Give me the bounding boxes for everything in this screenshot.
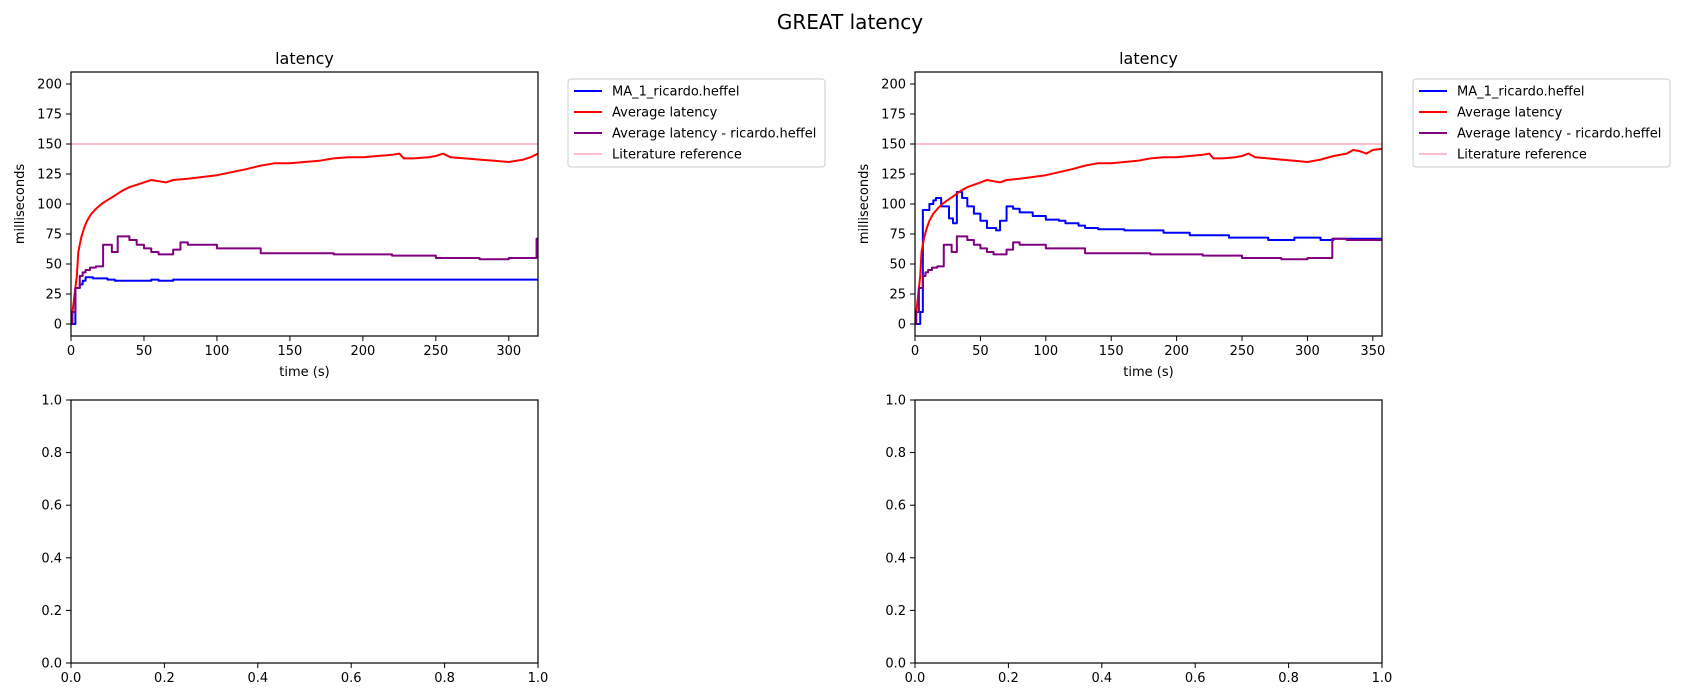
x-tick-label: 150: [1099, 344, 1124, 359]
x-tick-label: 300: [496, 344, 521, 359]
legend-entry-label: Literature reference: [1457, 148, 1587, 163]
y-tick-label: 1.0: [41, 394, 62, 409]
x-tick-label: 250: [1230, 344, 1255, 359]
y-tick-label: 50: [45, 258, 62, 273]
y-tick-label: 150: [37, 138, 62, 153]
y-axis-label: milliseconds: [13, 164, 28, 244]
legend-entry-label: Average latency: [612, 106, 718, 121]
subplot-grid: 0 50 100 150 200 250 3000255075100125150175200…: [13, 49, 1671, 687]
legend-entry-label: Average latency - ricardo.heffel: [612, 127, 816, 142]
series-line-3: [71, 235, 538, 325]
series-line-2: [71, 152, 538, 326]
plot-area: [915, 400, 1382, 663]
y-tick-label: 0.4: [885, 551, 906, 566]
series-group: [915, 143, 1382, 326]
plot-area: [71, 400, 538, 663]
x-tick-label: 100: [205, 344, 230, 359]
figure-title: GREAT latency: [777, 10, 923, 34]
axes-frame: [914, 399, 1383, 664]
series-line-1: [915, 191, 1382, 325]
x-tick-label: 1.0: [1372, 671, 1393, 686]
x-tick-label: 0.8: [1278, 671, 1299, 686]
x-tick-label: 100: [1033, 344, 1058, 359]
axes-frame: [70, 399, 539, 664]
y-tick-label: 0: [898, 318, 906, 333]
y-tick-label: 0.2: [41, 604, 62, 619]
y-tick-label: 25: [45, 288, 62, 303]
x-axis-label: time (s): [279, 365, 329, 380]
x-tick-label: 0.0: [905, 671, 926, 686]
plot-area: [915, 72, 1382, 336]
y-tick-label: 0.4: [41, 551, 62, 566]
y-tick-label: 0.8: [41, 446, 62, 461]
y-tick-label: 100: [37, 198, 62, 213]
subplot-1: 0 50 100 150 200 250 300 0 25 50 75 100 125 150 175 200…: [13, 49, 826, 380]
x-tick-label: 0.8: [434, 671, 455, 686]
x-tick-label: 0.2: [154, 671, 175, 686]
x-tick-label: 50: [136, 344, 153, 359]
x-tick-label: 50: [972, 344, 989, 359]
legend-entry-label: Average latency - ricardo.heffel: [1457, 127, 1661, 142]
x-tick-label: 0.4: [247, 671, 268, 686]
y-tick-label: 175: [881, 108, 906, 123]
x-tick-label: 0: [911, 344, 919, 359]
y-tick-label: 125: [37, 168, 62, 183]
legend: MA_1_ricardo.heffel Average latency Averag…: [567, 78, 826, 168]
legend-frame: [1412, 78, 1671, 168]
x-tick-label: 250: [423, 344, 448, 359]
y-tick-label: 75: [889, 228, 906, 243]
y-axis-label: milliseconds: [857, 164, 872, 244]
legend-entry-label: MA_1_ricardo.heffel: [1457, 85, 1584, 100]
subplot-3: 0.0 0.2 0.4 0.6 0.8 1.0 0.0 0.2 0.4 0.6 0.8 1.0: [41, 394, 548, 687]
subplot-2: 0 50 100 150 200 250 300 350 0 25 50 75 100 125 150 175…: [857, 49, 1671, 380]
y-tick-label: 0.6: [41, 499, 62, 514]
y-tick-label: 200: [37, 78, 62, 93]
x-tick-label: 0.4: [1091, 671, 1112, 686]
x-tick-label: 0.6: [341, 671, 362, 686]
y-tick-label: 0: [54, 318, 62, 333]
x-tick-label: 0.0: [61, 671, 82, 686]
x-tick-label: 200: [350, 344, 375, 359]
x-tick-label: 300: [1295, 344, 1320, 359]
x-tick-label: 0: [67, 344, 75, 359]
y-tick-label: 0.2: [885, 604, 906, 619]
series-line-3: [915, 235, 1382, 325]
subplot-4: 0.0 0.2 0.4 0.6 0.8 1.0 0.0 0.2 0.4 0.6 0.8 1.0: [885, 394, 1392, 687]
y-tick-label: 1.0: [885, 394, 906, 409]
y-tick-label: 150: [881, 138, 906, 153]
plot-area: [71, 72, 538, 336]
legend-frame: [567, 78, 826, 168]
x-tick-label: 0.6: [1185, 671, 1206, 686]
subplot-title: latency: [275, 49, 334, 68]
legend-entry-label: Average latency: [1457, 106, 1563, 121]
y-tick-label: 0.8: [885, 446, 906, 461]
y-tick-label: 200: [881, 78, 906, 93]
legend: MA_1_ricardo.heffel Average latency Averag…: [1412, 78, 1671, 168]
x-tick-label: 150: [277, 344, 302, 359]
legend-entry-label: MA_1_ricardo.heffel: [612, 85, 739, 100]
x-tick-label: 350: [1360, 344, 1385, 359]
y-tick-label: 0.0: [885, 657, 906, 672]
y-tick-label: 125: [881, 168, 906, 183]
y-tick-label: 100: [881, 198, 906, 213]
y-tick-label: 25: [889, 288, 906, 303]
x-tick-label: 0.2: [998, 671, 1019, 686]
y-tick-label: 75: [45, 228, 62, 243]
series-group: [71, 143, 538, 326]
series-line-2: [915, 147, 1382, 326]
y-tick-label: 0.0: [41, 657, 62, 672]
x-tick-label: 1.0: [528, 671, 549, 686]
x-tick-label: 200: [1164, 344, 1189, 359]
x-axis-label: time (s): [1123, 365, 1173, 380]
y-tick-label: 175: [37, 108, 62, 123]
subplot-title: latency: [1119, 49, 1178, 68]
y-tick-label: 0.6: [885, 499, 906, 514]
y-tick-label: 50: [889, 258, 906, 273]
legend-entry-label: Literature reference: [612, 148, 742, 163]
